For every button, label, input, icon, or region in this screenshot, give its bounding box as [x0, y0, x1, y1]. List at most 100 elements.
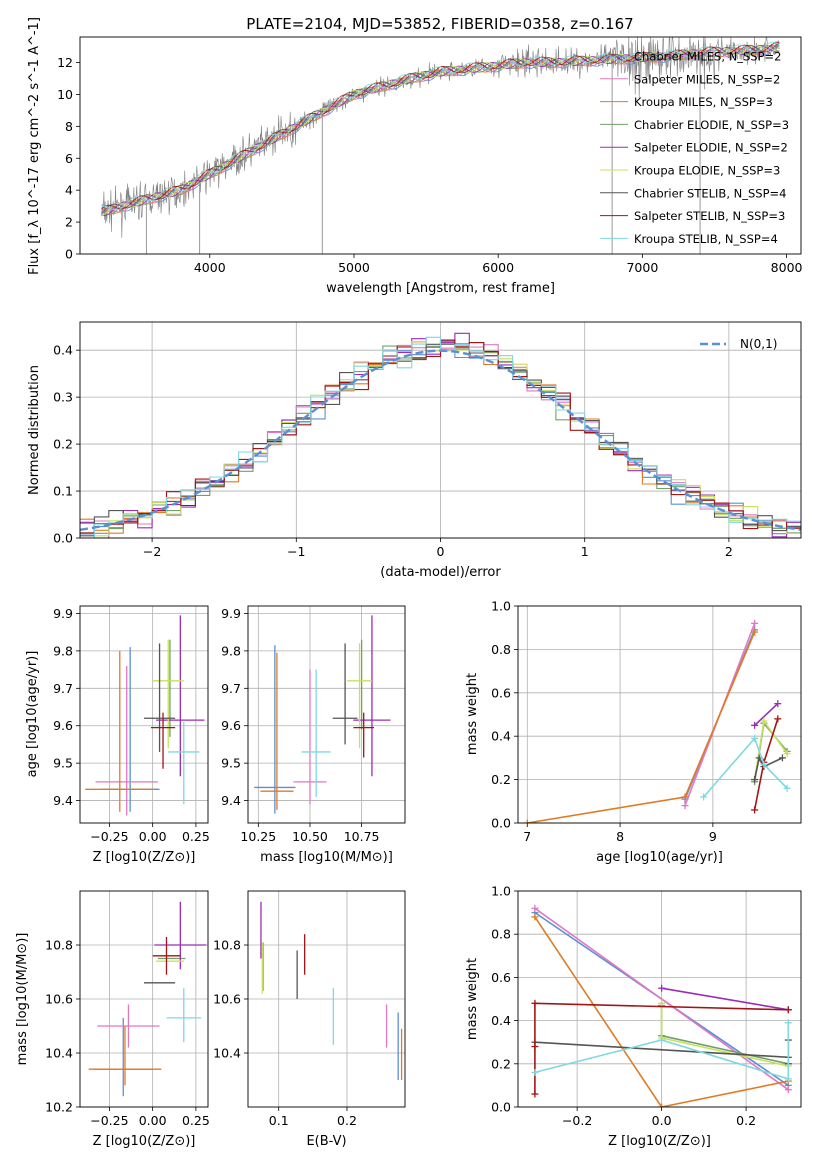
axes-frame	[79, 605, 209, 824]
y-tick-label: 10.6	[45, 992, 73, 1007]
legend-label: Kroupa ELODIE, N_SSP=3	[634, 164, 780, 178]
y-tick-label: 9.6	[221, 718, 241, 733]
x-tick-label: 5000	[338, 260, 370, 275]
y-tick-label: 9.9	[221, 606, 241, 621]
x-tick-label: 0.25	[182, 829, 210, 844]
y-tick-label: 0.6	[491, 685, 511, 700]
panel-weight_vs_Z: −0.2 0.0 0.2 0.0 0.2 0.4 0.6 0.8 1.0 Z [log10(Z/Z…	[465, 884, 802, 1149]
x-tick-label: 1	[581, 544, 589, 559]
x-tick-label: −0.25	[90, 829, 128, 844]
x-tick-label: 8000	[771, 260, 803, 275]
model-fit-chabrier-miles	[101, 45, 780, 216]
model-fit-salpeter-elodie	[101, 45, 780, 216]
plot-area-weight_vs_Z	[531, 904, 792, 1107]
y-axis-label: Normed distribution	[27, 365, 42, 495]
x-tick-label: 0.1	[269, 1113, 289, 1128]
y-tick-label: 10.2	[45, 1100, 73, 1115]
x-tick-label: −2	[143, 544, 161, 559]
weight-line-salpeter-elodie	[661, 987, 789, 1011]
x-tick-label: 0	[437, 544, 445, 559]
x-tick-label: 0.0	[652, 1113, 672, 1128]
y-tick-label: 0	[65, 247, 73, 262]
model-fit-kroupa-stelib	[101, 41, 780, 211]
weight-line-kroupa-miles	[527, 631, 756, 823]
axes-frame	[79, 321, 802, 539]
legend-label: Salpeter ELODIE, N_SSP=2	[634, 141, 788, 155]
y-tick-label: 12	[57, 55, 73, 70]
y-tick-label: 0.2	[53, 437, 73, 452]
y-tick-label: 8	[65, 119, 73, 134]
y-tick-label: 9.4	[53, 793, 73, 808]
x-axis-label: Z [log10(Z/Z⊙)]	[93, 850, 196, 865]
x-tick-label: −1	[287, 544, 305, 559]
x-axis-label: mass [log10(M/M⊙)]	[260, 850, 393, 865]
y-tick-label: 0.4	[491, 1013, 511, 1028]
y-tick-label: 9.8	[53, 643, 73, 658]
legend-label: N(0,1)	[740, 337, 777, 351]
legend-label: Kroupa MILES, N_SSP=3	[634, 95, 773, 109]
x-axis-label: (data-model)/error	[380, 565, 501, 580]
panel-weight_vs_age: 7 8 9 0.0 0.2 0.4 0.6 0.8 1.0 age [log10(age/yr)]…	[465, 599, 802, 865]
y-tick-label: 10.4	[45, 1046, 73, 1061]
legend-spectrum: Chabrier MILES, N_SSP=2 Salpeter MILES, N…	[600, 50, 789, 246]
y-tick-label: 0.1	[53, 484, 73, 499]
y-tick-label: 10.8	[45, 938, 73, 953]
y-tick-label: 0.2	[491, 772, 511, 787]
y-tick-label: 6	[65, 151, 73, 166]
x-axis-label: wavelength [Angstrom, rest frame]	[326, 281, 555, 296]
y-tick-label: 0.6	[491, 970, 511, 985]
x-tick-label: 7	[523, 829, 531, 844]
y-tick-label: 10.6	[213, 992, 241, 1007]
y-tick-label: 9.7	[221, 681, 241, 696]
y-tick-label: 4	[65, 183, 73, 198]
weight-line-chabrier-elodie	[660, 1005, 789, 1065]
plot-area-residuals	[80, 332, 801, 538]
y-tick-label: 9.6	[53, 718, 73, 733]
x-tick-label: 0.00	[139, 1113, 167, 1128]
y-tick-label: 1.0	[491, 599, 511, 614]
y-tick-label: 10	[57, 87, 73, 102]
plot-area-mass_vs_ebv	[260, 901, 403, 1080]
x-tick-label: 0.2	[337, 1113, 357, 1128]
observed-spectrum	[101, 37, 780, 238]
weight-line-salpeter-miles	[534, 907, 789, 1091]
y-tick-label: 9.8	[221, 643, 241, 658]
y-tick-label: 9.7	[53, 681, 73, 696]
x-tick-label: 2	[725, 544, 733, 559]
x-tick-label: 0.2	[736, 1113, 756, 1128]
y-tick-label: 0.0	[491, 1100, 511, 1115]
weight-line-kroupa-stelib	[702, 736, 788, 798]
x-axis-label: E(B-V)	[306, 1134, 346, 1149]
x-tick-label: 4000	[194, 260, 226, 275]
residual-histogram-kroupa-stelib	[80, 336, 801, 538]
plot-area-weight_vs_age	[523, 619, 791, 823]
axes-frame	[79, 890, 209, 1108]
y-tick-label: 10.4	[213, 1046, 241, 1061]
y-tick-label: 1.0	[491, 884, 511, 899]
x-tick-label: −0.25	[90, 1113, 128, 1128]
x-tick-label: 0.25	[182, 1113, 210, 1128]
y-tick-label: 9.4	[221, 793, 241, 808]
x-tick-label: 8	[616, 829, 624, 844]
plot-area-age_vs_mass	[254, 615, 391, 814]
x-axis-label: Z [log10(Z/Z⊙)]	[608, 1134, 711, 1149]
y-axis-label: age [log10(age/yr)]	[25, 651, 40, 778]
weight-line-salpeter-elodie	[754, 703, 779, 726]
x-axis-label: age [log10(age/yr)]	[596, 850, 723, 865]
y-tick-label: 0.8	[491, 927, 511, 942]
legend-label: Chabrier ELODIE, N_SSP=3	[634, 118, 789, 132]
x-tick-label: 6000	[482, 260, 514, 275]
plot-area-mass_vs_Z	[88, 901, 207, 1097]
y-tick-label: 0.0	[491, 816, 511, 831]
axes-frame	[79, 36, 802, 255]
axes-frame	[517, 890, 802, 1108]
panel-residuals: −2 −1 0 1 2 0.0 0.1 0.2 0.3 0.4 (data-model)/error…	[27, 321, 802, 580]
x-tick-label: 9	[709, 829, 717, 844]
y-tick-label: 0.8	[491, 642, 511, 657]
axes-frame	[247, 605, 406, 824]
y-axis-label: mass weight	[465, 673, 480, 755]
panel-mass_vs_ebv: 0.1 0.2 10.4 10.6 10.8 E(B-V)	[213, 890, 406, 1149]
y-tick-label: 0.3	[53, 390, 73, 405]
legend-label: Chabrier MILES, N_SSP=2	[634, 50, 781, 64]
